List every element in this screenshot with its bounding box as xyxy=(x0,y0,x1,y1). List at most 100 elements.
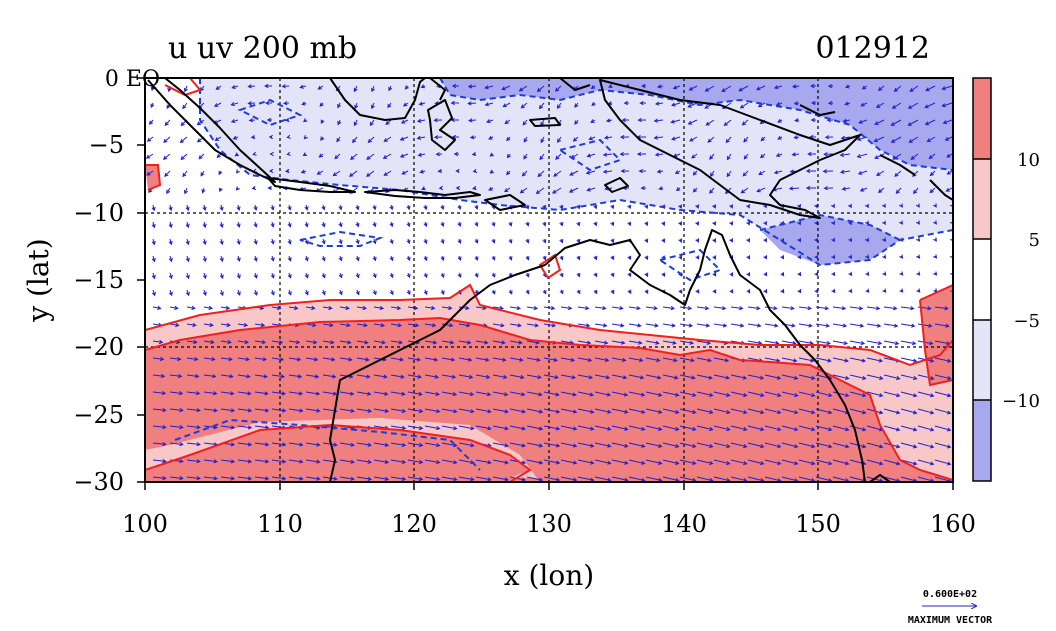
wind-vector-arrow xyxy=(286,151,291,156)
wind-vector-arrow xyxy=(492,442,509,448)
wind-vector-arrow xyxy=(811,100,816,106)
wind-vector-arrow xyxy=(200,170,205,177)
wind-vector-arrow xyxy=(355,255,360,262)
wind-vector-arrow xyxy=(406,238,411,245)
wind-vector-arrow xyxy=(219,238,224,246)
wind-vector-arrow xyxy=(237,340,250,345)
wind-vector-arrow xyxy=(288,357,302,362)
wind-vector-arrow xyxy=(302,152,308,157)
wind-vector-arrow xyxy=(729,221,733,226)
wind-vector-arrow xyxy=(729,289,734,294)
wind-vector-arrow xyxy=(654,101,664,106)
wind-vector-arrow xyxy=(827,100,834,106)
wind-vector-arrow xyxy=(338,289,343,296)
x-tick-label: 140 xyxy=(661,510,707,538)
wind-vector-arrow xyxy=(270,255,275,262)
wind-vector-arrow xyxy=(526,374,542,380)
wind-vector-arrow xyxy=(831,220,835,226)
wind-vector-arrow xyxy=(491,272,496,278)
wind-vector-arrow xyxy=(866,442,884,449)
wind-vector-arrow xyxy=(458,391,475,397)
wind-vector-arrow xyxy=(611,323,625,328)
wind-vector-arrow xyxy=(611,459,629,465)
wind-vector-arrow xyxy=(441,357,456,362)
wind-vector-arrow xyxy=(810,83,816,89)
wind-vector-arrow xyxy=(900,408,918,415)
wind-vector-arrow xyxy=(305,323,317,328)
wind-vector-arrow xyxy=(797,203,801,209)
wind-vector-arrow xyxy=(441,323,454,328)
wind-vector-arrow xyxy=(951,391,953,393)
wind-vector-arrow xyxy=(475,374,491,379)
wind-vector-arrow xyxy=(321,238,326,245)
wind-vector-arrow xyxy=(271,340,284,345)
wind-vector-arrow xyxy=(254,391,269,396)
wind-vector-arrow xyxy=(288,459,304,464)
wind-vector-arrow xyxy=(591,102,596,107)
wind-vector-arrow xyxy=(874,153,885,159)
wind-vector-arrow xyxy=(696,459,714,466)
wind-vector-arrow xyxy=(775,152,783,157)
wind-vector-arrow xyxy=(372,204,377,211)
wind-vector-arrow xyxy=(237,408,253,413)
wind-vector-arrow xyxy=(915,203,920,208)
wind-vector-arrow xyxy=(385,119,392,125)
wind-vector-arrow xyxy=(302,118,308,123)
wind-vector-arrow xyxy=(899,254,904,259)
max-vector-label: MAXIMUM VECTOR xyxy=(908,615,993,626)
wind-vector-arrow xyxy=(453,151,459,157)
wind-vector-arrow xyxy=(712,221,717,226)
wind-vector-arrow xyxy=(322,305,333,311)
wind-vector-arrow xyxy=(203,391,218,396)
wind-vector-arrow xyxy=(645,391,663,397)
wind-vector-arrow xyxy=(798,425,816,432)
wind-vector-arrow xyxy=(747,306,761,311)
wind-vector-arrow xyxy=(576,289,581,295)
wind-vector-arrow xyxy=(696,408,714,415)
wind-vector-arrow xyxy=(814,271,819,277)
wind-vector-arrow xyxy=(399,153,409,158)
wind-vector-arrow xyxy=(450,117,459,123)
wind-vector-arrow xyxy=(339,357,353,362)
wind-vector-arrow xyxy=(535,187,545,194)
wind-vector-arrow xyxy=(305,408,321,413)
wind-vector-arrow xyxy=(882,288,887,293)
wind-vector-arrow xyxy=(662,442,680,448)
wind-vector-arrow xyxy=(523,136,528,143)
wind-vector-arrow xyxy=(322,340,335,345)
wind-vector-arrow xyxy=(185,221,190,229)
wind-vector-arrow xyxy=(152,441,167,447)
wind-vector-arrow xyxy=(523,153,528,160)
wind-vector-arrow xyxy=(455,168,460,174)
wind-vector-arrow xyxy=(146,136,154,142)
wind-vector-arrow xyxy=(638,168,647,174)
wind-vector-arrow xyxy=(815,408,833,415)
wind-vector-arrow xyxy=(287,204,292,211)
wind-vector-arrow xyxy=(475,391,492,397)
wind-vector-arrow xyxy=(202,272,207,280)
wind-vector-arrow xyxy=(543,323,557,328)
wind-vector-arrow xyxy=(305,459,321,464)
wind-vector-arrow xyxy=(271,305,282,310)
wind-vector-arrow xyxy=(907,119,919,126)
wind-vector-arrow xyxy=(253,221,258,228)
wind-vector-arrow xyxy=(781,391,799,398)
wind-vector-arrow xyxy=(336,136,341,143)
wind-vector-arrow xyxy=(712,204,717,209)
wind-vector-arrow xyxy=(373,391,389,396)
wind-vector-arrow xyxy=(322,442,338,447)
wind-vector-arrow xyxy=(839,152,851,158)
wind-vector-arrow xyxy=(898,220,903,225)
wind-vector-arrow xyxy=(234,152,239,157)
wind-vector-arrow xyxy=(577,425,595,431)
wind-vector-arrow xyxy=(404,85,409,90)
wind-vector-arrow xyxy=(593,289,598,295)
wind-vector-arrow xyxy=(338,204,343,211)
wind-vector-arrow xyxy=(182,170,188,178)
wind-vector-arrow xyxy=(254,357,268,362)
wind-vector-arrow xyxy=(678,238,683,243)
wind-vector-arrow xyxy=(203,322,214,328)
x-tick-labels: 100 110 120 130 140 150 160 xyxy=(122,510,976,538)
wind-vector-arrow xyxy=(656,169,664,174)
wind-vector-arrow xyxy=(709,153,715,160)
